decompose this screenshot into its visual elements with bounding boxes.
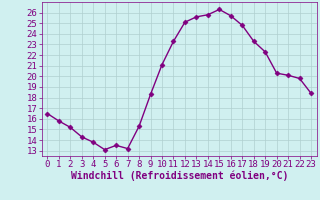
X-axis label: Windchill (Refroidissement éolien,°C): Windchill (Refroidissement éolien,°C) — [70, 171, 288, 181]
